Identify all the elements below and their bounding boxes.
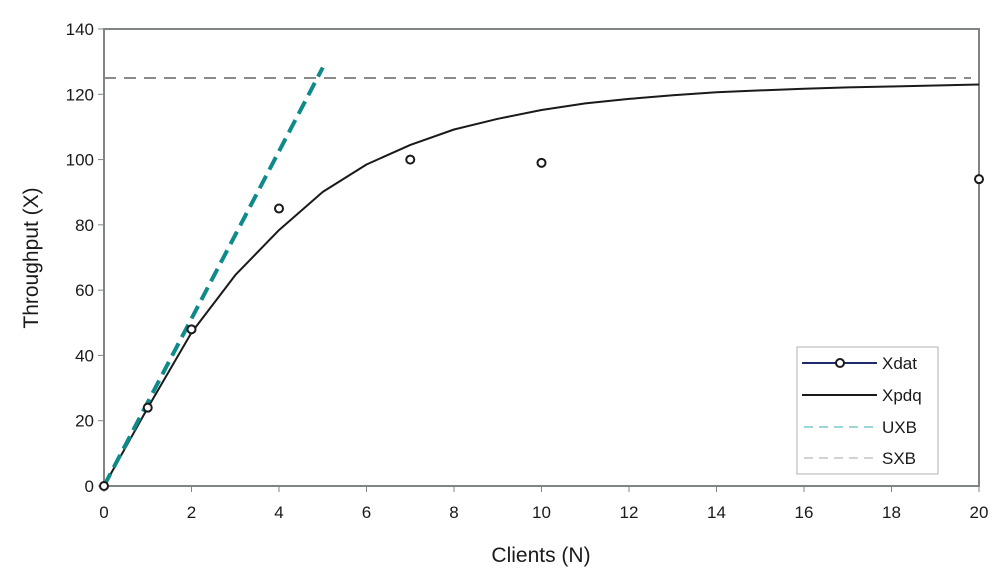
x-tick-label: 0	[99, 503, 108, 522]
legend-box	[796, 346, 939, 475]
x-tick-label: 20	[970, 503, 989, 522]
series-layer	[99, 66, 984, 491]
y-tick-label: 120	[66, 85, 94, 104]
x-tick-label: 6	[362, 503, 371, 522]
xdat-data-point	[536, 157, 547, 168]
x-axis-title: Clients (N)	[491, 544, 590, 567]
xdat-data-point	[99, 481, 109, 491]
legend-item-sxb: SXB	[804, 449, 916, 468]
xdat-data-point	[142, 402, 153, 413]
legend-label-uxb: UXB	[882, 418, 917, 437]
y-tick-label: 80	[75, 216, 94, 235]
x-tick-label: 14	[707, 503, 726, 522]
x-tick-label: 4	[274, 503, 283, 522]
legend-item-uxb: UXB	[804, 418, 917, 437]
x-tick-label: 10	[532, 503, 551, 522]
legend-label-sxb: SXB	[882, 449, 916, 468]
x-tick-label: 18	[882, 503, 901, 522]
x-tick-label: 16	[795, 503, 814, 522]
y-tick-label: 20	[75, 412, 94, 431]
y-tick-label: 40	[75, 346, 94, 365]
y-axis: 0 20 40 60 80 100 120 140	[66, 20, 104, 496]
legend: Xdat Xpdq UXB SXB	[796, 346, 939, 475]
legend-item-xdat: Xdat	[802, 354, 917, 373]
xdat-data-point	[274, 203, 284, 214]
y-tick-label: 140	[66, 20, 94, 39]
xdat-data-point	[186, 324, 197, 335]
legend-item-xpdq: Xpdq	[802, 386, 922, 405]
xpdq-series-line	[103, 83, 980, 487]
x-axis: 0 2 4 6 8 10 12 14 16 18 20	[99, 486, 988, 522]
uxb-series-line	[102, 66, 325, 487]
xdat-data-point	[405, 154, 416, 165]
y-tick-label: 0	[85, 477, 94, 496]
y-axis-title: Throughput (X)	[20, 187, 43, 328]
xdat-data-point	[974, 174, 984, 185]
y-tick-label: 100	[66, 151, 94, 170]
legend-xdat-circle-icon	[835, 358, 845, 368]
x-tick-label: 2	[187, 503, 196, 522]
x-tick-label: 8	[449, 503, 458, 522]
legend-label-xpdq: Xpdq	[882, 386, 922, 405]
legend-label-xdat: Xdat	[882, 354, 917, 373]
x-tick-label: 12	[620, 503, 639, 522]
y-tick-label: 60	[75, 281, 94, 300]
